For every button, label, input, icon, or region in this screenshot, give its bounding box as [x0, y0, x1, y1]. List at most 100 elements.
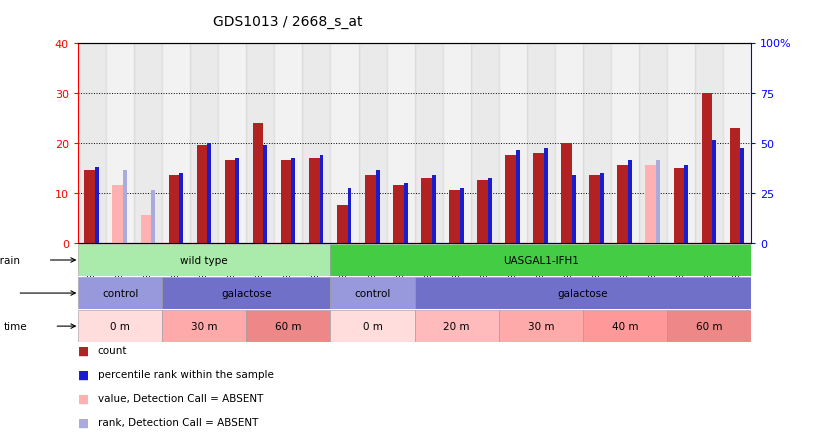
Text: control: control [102, 289, 138, 298]
Bar [617, 166, 628, 243]
Text: ■: ■ [78, 416, 89, 429]
Bar [179, 173, 183, 243]
Bar [415, 43, 443, 243]
Bar [684, 166, 688, 243]
Bar [499, 43, 527, 243]
Bar [218, 43, 246, 243]
Text: percentile rank within the sample: percentile rank within the sample [98, 370, 273, 379]
Bar [421, 178, 432, 243]
Bar [713, 141, 716, 243]
Bar [544, 148, 548, 243]
Bar [477, 181, 488, 243]
Bar [730, 128, 741, 243]
Bar [140, 216, 151, 243]
Bar [163, 278, 330, 309]
Text: count: count [98, 346, 127, 355]
Bar [151, 190, 155, 243]
Bar [723, 43, 751, 243]
Bar [190, 43, 218, 243]
Bar [274, 43, 302, 243]
Bar [673, 168, 684, 243]
Text: GDS1013 / 2668_s_at: GDS1013 / 2668_s_at [213, 15, 362, 29]
Text: galactose: galactose [557, 289, 608, 298]
Bar [106, 43, 134, 243]
Text: 20 m: 20 m [443, 322, 470, 331]
Bar [583, 311, 667, 342]
Bar [319, 156, 323, 243]
Text: ■: ■ [78, 368, 89, 381]
Bar [78, 311, 163, 342]
Bar [505, 156, 516, 243]
Bar [359, 43, 387, 243]
Bar [645, 166, 656, 243]
Bar [702, 93, 713, 243]
Text: 30 m: 30 m [528, 322, 554, 331]
Bar [488, 178, 492, 243]
Text: strain: strain [0, 256, 21, 265]
Bar [656, 161, 660, 243]
Bar [387, 43, 415, 243]
Bar [225, 161, 236, 243]
Text: ■: ■ [78, 344, 89, 357]
Bar [443, 43, 470, 243]
Bar [168, 176, 179, 243]
Bar [611, 43, 639, 243]
Bar [449, 191, 460, 243]
Bar [667, 43, 695, 243]
Bar [337, 206, 347, 243]
Text: 40 m: 40 m [612, 322, 638, 331]
Bar [365, 176, 376, 243]
Bar [330, 311, 415, 342]
Text: value, Detection Call = ABSENT: value, Detection Call = ABSENT [98, 394, 263, 403]
Text: 0 m: 0 m [363, 322, 383, 331]
Bar [246, 311, 331, 342]
Bar [695, 43, 723, 243]
Bar [112, 186, 123, 243]
Bar [264, 146, 268, 243]
Bar [583, 43, 611, 243]
Bar [499, 311, 583, 342]
Text: 60 m: 60 m [275, 322, 301, 331]
Bar [572, 176, 576, 243]
Bar [95, 167, 99, 243]
Bar [134, 43, 163, 243]
Bar [330, 245, 751, 276]
Text: 60 m: 60 m [696, 322, 722, 331]
Bar [516, 151, 520, 243]
Bar [163, 43, 190, 243]
Bar [78, 278, 163, 309]
Bar [163, 311, 246, 342]
Bar [460, 188, 464, 243]
Bar [281, 161, 291, 243]
Bar [330, 278, 415, 309]
Bar [253, 123, 264, 243]
Text: 0 m: 0 m [110, 322, 130, 331]
Bar [331, 43, 359, 243]
Text: time: time [4, 322, 28, 331]
Bar [236, 158, 239, 243]
Bar [534, 153, 544, 243]
Bar [78, 245, 330, 276]
Bar [197, 146, 208, 243]
Text: galactose: galactose [221, 289, 272, 298]
Bar [376, 170, 379, 243]
Text: ■: ■ [78, 392, 89, 405]
Bar [741, 148, 744, 243]
Text: control: control [355, 289, 391, 298]
Bar [291, 158, 296, 243]
Bar [309, 158, 319, 243]
Bar [628, 161, 632, 243]
Bar [208, 143, 211, 243]
Text: 30 m: 30 m [191, 322, 218, 331]
Bar [302, 43, 331, 243]
Bar [639, 43, 667, 243]
Bar [415, 278, 751, 309]
Bar [432, 176, 436, 243]
Bar [667, 311, 751, 342]
Bar [527, 43, 555, 243]
Bar [600, 173, 604, 243]
Bar [78, 43, 106, 243]
Bar [589, 176, 600, 243]
Text: rank, Detection Call = ABSENT: rank, Detection Call = ABSENT [98, 418, 258, 427]
Bar [246, 43, 274, 243]
